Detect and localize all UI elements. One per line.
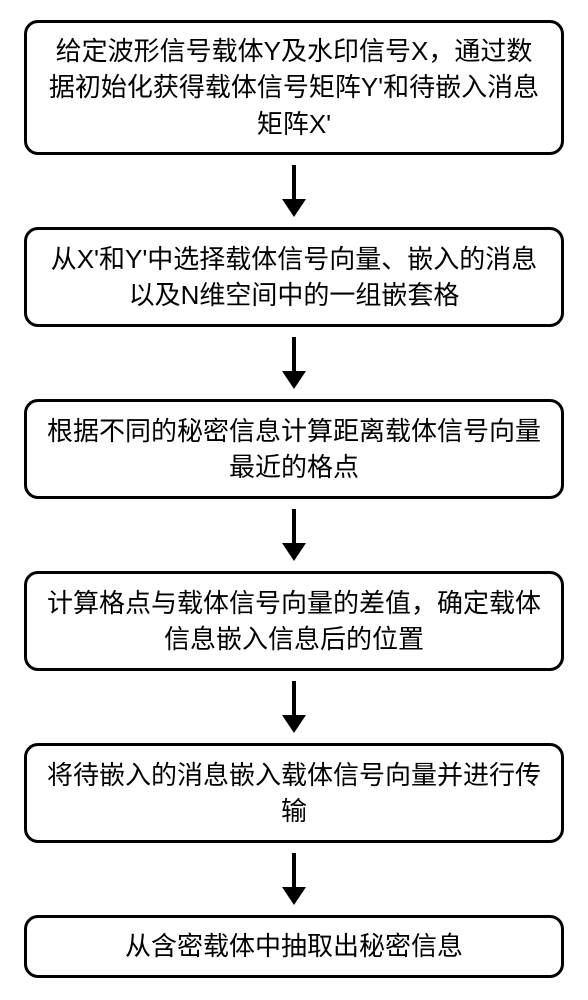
flow-step-2: 从X'和Y'中选择载体信号向量、嵌入的消息以及N维空间中的一组嵌套格: [24, 227, 564, 327]
flow-arrow-3: [282, 509, 306, 561]
flow-step-3: 根据不同的秘密信息计算距离载体信号向量最近的格点: [24, 399, 564, 499]
flowchart-container: 给定波形信号载体Y及水印信号X，通过数据初始化获得载体信号矩阵Y'和待嵌入消息矩…: [0, 0, 588, 998]
arrow-shaft: [292, 853, 296, 887]
flow-arrow-1: [282, 165, 306, 217]
arrow-head-icon: [282, 371, 306, 389]
flow-arrow-5: [282, 853, 306, 905]
flow-step-5: 将待嵌入的消息嵌入载体信号向量并进行传输: [24, 743, 564, 843]
arrow-head-icon: [282, 543, 306, 561]
flow-step-text: 从含密载体中抽取出秘密信息: [125, 928, 463, 964]
arrow-shaft: [292, 509, 296, 543]
flow-step-text: 给定波形信号载体Y及水印信号X，通过数据初始化获得载体信号矩阵Y'和待嵌入消息矩…: [45, 33, 543, 142]
flow-step-text: 从X'和Y'中选择载体信号向量、嵌入的消息以及N维空间中的一组嵌套格: [45, 241, 543, 314]
arrow-shaft: [292, 337, 296, 371]
flow-step-text: 根据不同的秘密信息计算距离载体信号向量最近的格点: [45, 413, 543, 486]
flow-step-1: 给定波形信号载体Y及水印信号X，通过数据初始化获得载体信号矩阵Y'和待嵌入消息矩…: [24, 20, 564, 155]
arrow-head-icon: [282, 715, 306, 733]
flow-step-6: 从含密载体中抽取出秘密信息: [24, 915, 564, 977]
flow-arrow-2: [282, 337, 306, 389]
flow-arrow-4: [282, 681, 306, 733]
arrow-head-icon: [282, 887, 306, 905]
flow-step-4: 计算格点与载体信号向量的差值，确定载体信息嵌入信息后的位置: [24, 571, 564, 671]
flow-step-text: 将待嵌入的消息嵌入载体信号向量并进行传输: [45, 757, 543, 830]
arrow-shaft: [292, 165, 296, 199]
arrow-shaft: [292, 681, 296, 715]
flow-step-text: 计算格点与载体信号向量的差值，确定载体信息嵌入信息后的位置: [45, 585, 543, 658]
arrow-head-icon: [282, 199, 306, 217]
